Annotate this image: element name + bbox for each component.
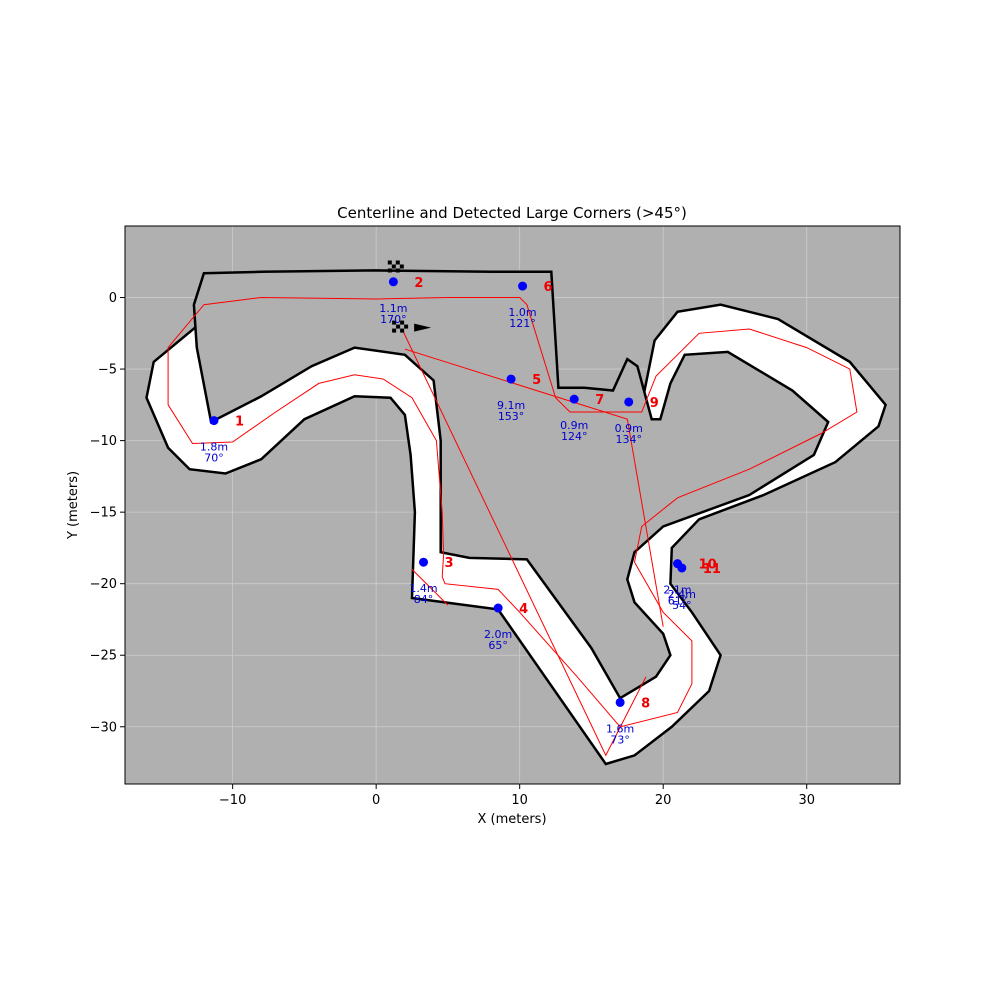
corner-distance: 1.0m <box>508 306 536 319</box>
y-tick-label: −10 <box>90 434 117 449</box>
x-axis: −10 0 10 20 30 <box>219 784 815 808</box>
y-tick-label: −15 <box>90 506 117 521</box>
start-finish-marker <box>387 260 404 273</box>
chart-title: Centerline and Detected Large Corners (>… <box>337 204 687 222</box>
checker-square <box>400 320 405 325</box>
corner-point <box>493 603 503 613</box>
start-finish-marker <box>392 320 432 333</box>
corner-point <box>624 397 634 407</box>
corner-distance: 1.8m <box>200 441 228 454</box>
y-tick-label: −20 <box>90 577 117 592</box>
corner-point <box>388 277 398 287</box>
corner-distance: 1.1m <box>379 302 407 315</box>
corner-angle: 170° <box>380 313 407 326</box>
checker-square <box>404 324 409 329</box>
corner-point <box>506 374 516 384</box>
corner-point <box>677 563 687 573</box>
corner-number: 9 <box>650 396 659 411</box>
checker-square <box>387 268 392 273</box>
x-tick-label: 20 <box>655 793 672 808</box>
corner-angle: 61° <box>668 595 688 608</box>
x-tick-label: 10 <box>511 793 528 808</box>
corner-distance: 1.4m <box>409 582 437 595</box>
corner-distance: 9.1m <box>497 399 525 412</box>
corner-number: 2 <box>414 276 423 291</box>
corner-number: 4 <box>519 602 528 617</box>
corner-number: 3 <box>445 556 454 571</box>
corner-distance: 0.9m <box>560 419 588 432</box>
corner-angle: 134° <box>616 433 643 446</box>
checker-square <box>391 264 396 269</box>
corner-number: 1 <box>235 415 244 430</box>
corner-angle: 124° <box>561 430 588 443</box>
y-tick-label: −25 <box>90 649 117 664</box>
centerline-path <box>167 297 858 728</box>
checker-square <box>392 320 397 325</box>
corner-chords <box>401 328 664 757</box>
corner-number: 6 <box>544 280 553 295</box>
y-tick-label: −30 <box>90 720 117 735</box>
corner-point <box>209 416 219 426</box>
corner-point <box>615 697 625 707</box>
checker-square <box>395 268 400 273</box>
corner-angle: 54° <box>672 599 692 612</box>
track <box>145 269 888 766</box>
corner-number: 5 <box>532 373 541 388</box>
checker-square <box>396 324 401 329</box>
y-tick-label: 0 <box>109 291 117 306</box>
direction-arrow <box>414 323 432 332</box>
corner-point <box>569 394 579 404</box>
corner-distance: 2.4m <box>668 588 696 601</box>
track-inner-edge <box>192 269 830 700</box>
y-axis-label: Y (meters) <box>66 471 81 540</box>
checker-square <box>392 328 397 333</box>
corner-angle: 73° <box>610 733 630 746</box>
corner-angle: 65° <box>488 639 508 652</box>
checker-square <box>399 264 404 269</box>
checker-square <box>387 260 392 265</box>
corner-number: 7 <box>595 393 604 408</box>
checker-square <box>395 260 400 265</box>
y-axis: −30 −25 −20 −15 −10 −5 0 <box>90 291 125 735</box>
start-markers <box>387 260 432 333</box>
corner-number: 10 <box>699 558 717 573</box>
x-tick-label: −10 <box>219 793 246 808</box>
corner-angle: 70° <box>204 452 224 465</box>
corner-angle: 121° <box>509 317 536 330</box>
corner-point <box>419 557 429 567</box>
corner-point <box>518 281 528 291</box>
plot-frame <box>124 225 901 785</box>
corner-distance: 2.0m <box>484 628 512 641</box>
x-axis-label: X (meters) <box>477 812 546 827</box>
corner-angle: 84° <box>414 593 434 606</box>
corner-distance: 1.6m <box>606 722 634 735</box>
corner-distance: 2.1m <box>663 584 691 597</box>
corner-distance: 0.9m <box>615 422 643 435</box>
checker-square <box>400 328 405 333</box>
y-tick-label: −5 <box>98 363 117 378</box>
corner-number: 8 <box>641 696 650 711</box>
corner-number: 11 <box>703 562 721 577</box>
x-tick-label: 30 <box>798 793 815 808</box>
x-tick-label: 0 <box>372 793 380 808</box>
corner-angle: 153° <box>498 410 525 423</box>
centerline <box>167 297 858 757</box>
